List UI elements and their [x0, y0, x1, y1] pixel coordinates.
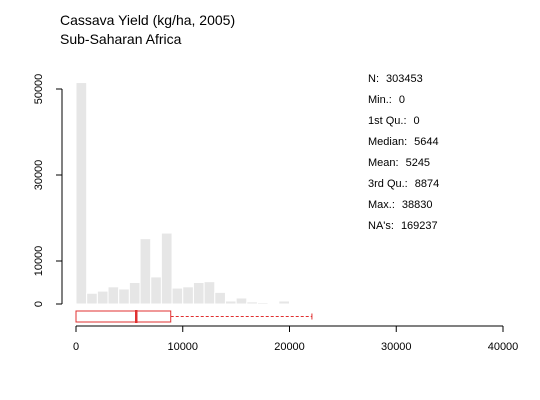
stat-value: 303453	[386, 73, 423, 85]
stat-value: 38830	[401, 199, 433, 211]
histogram-bar	[128, 282, 141, 305]
stat-third-quartile: 3rd Qu.: 8874	[368, 178, 439, 190]
stat-value: 169237	[400, 220, 438, 232]
chart-subtitle: Sub-Saharan Africa	[60, 31, 182, 47]
stat-label: Min.:	[368, 94, 392, 106]
x-tick-label: 40000	[488, 341, 519, 353]
x-tick-label: 10000	[167, 341, 198, 353]
stat-median: Median: 5644	[368, 136, 439, 148]
y-tick-label: 0	[33, 301, 45, 307]
stat-max: Max.: 38830	[368, 199, 433, 211]
histogram-bar	[118, 288, 130, 305]
stat-value: 8874	[414, 178, 440, 190]
stat-value: 0	[413, 115, 420, 127]
x-tick-label: 20000	[274, 341, 305, 353]
histogram-bar	[192, 282, 205, 305]
histogram-bar	[246, 301, 258, 305]
histogram-bar	[150, 276, 162, 305]
histogram-bar	[139, 238, 152, 305]
histogram-bar	[160, 232, 173, 305]
histogram-bar	[235, 297, 248, 305]
stat-label: N:	[368, 73, 379, 85]
stat-label: Median:	[368, 136, 408, 148]
histogram-bar	[171, 287, 184, 305]
stat-value: 0	[398, 94, 405, 106]
histogram-bar	[203, 281, 216, 305]
histogram-bar	[289, 302, 301, 305]
histogram-bar	[267, 302, 280, 305]
chart-title: Cassava Yield (kg/ha, 2005)	[60, 12, 236, 28]
histogram-bar	[75, 82, 88, 305]
x-tick-label: 30000	[381, 341, 412, 353]
stat-first-quartile: 1st Qu.: 0	[368, 115, 420, 127]
stat-label: Max.:	[368, 199, 395, 211]
histogram-bar	[96, 290, 109, 305]
stat-value: 5644	[414, 136, 439, 148]
y-tick-label: 30000	[33, 160, 45, 191]
stat-min: Min.: 0	[368, 94, 405, 106]
y-tick-label: 50000	[33, 74, 45, 105]
histogram-bar	[107, 286, 120, 305]
y-tick-label: 10000	[33, 246, 45, 277]
stat-na: NA's: 169237	[368, 220, 438, 232]
histogram-bar	[278, 300, 291, 305]
histogram-bar	[182, 286, 194, 305]
histogram-bar	[224, 300, 237, 305]
x-tick-label: 0	[73, 341, 79, 353]
stat-mean: Mean: 5245	[368, 157, 430, 169]
histogram-bar	[214, 291, 226, 305]
stat-label: 3rd Qu.:	[368, 178, 408, 190]
histogram-bar	[256, 301, 269, 305]
stat-value: 5245	[405, 157, 431, 169]
boxplot-box	[75, 310, 172, 323]
histogram-bar	[417, 302, 429, 305]
histogram-bar	[86, 292, 98, 305]
stat-label: 1st Qu.:	[368, 115, 407, 127]
stat-label: Mean:	[368, 157, 399, 169]
stat-label: NA's:	[368, 220, 394, 232]
stat-n: N: 303453	[368, 73, 423, 85]
